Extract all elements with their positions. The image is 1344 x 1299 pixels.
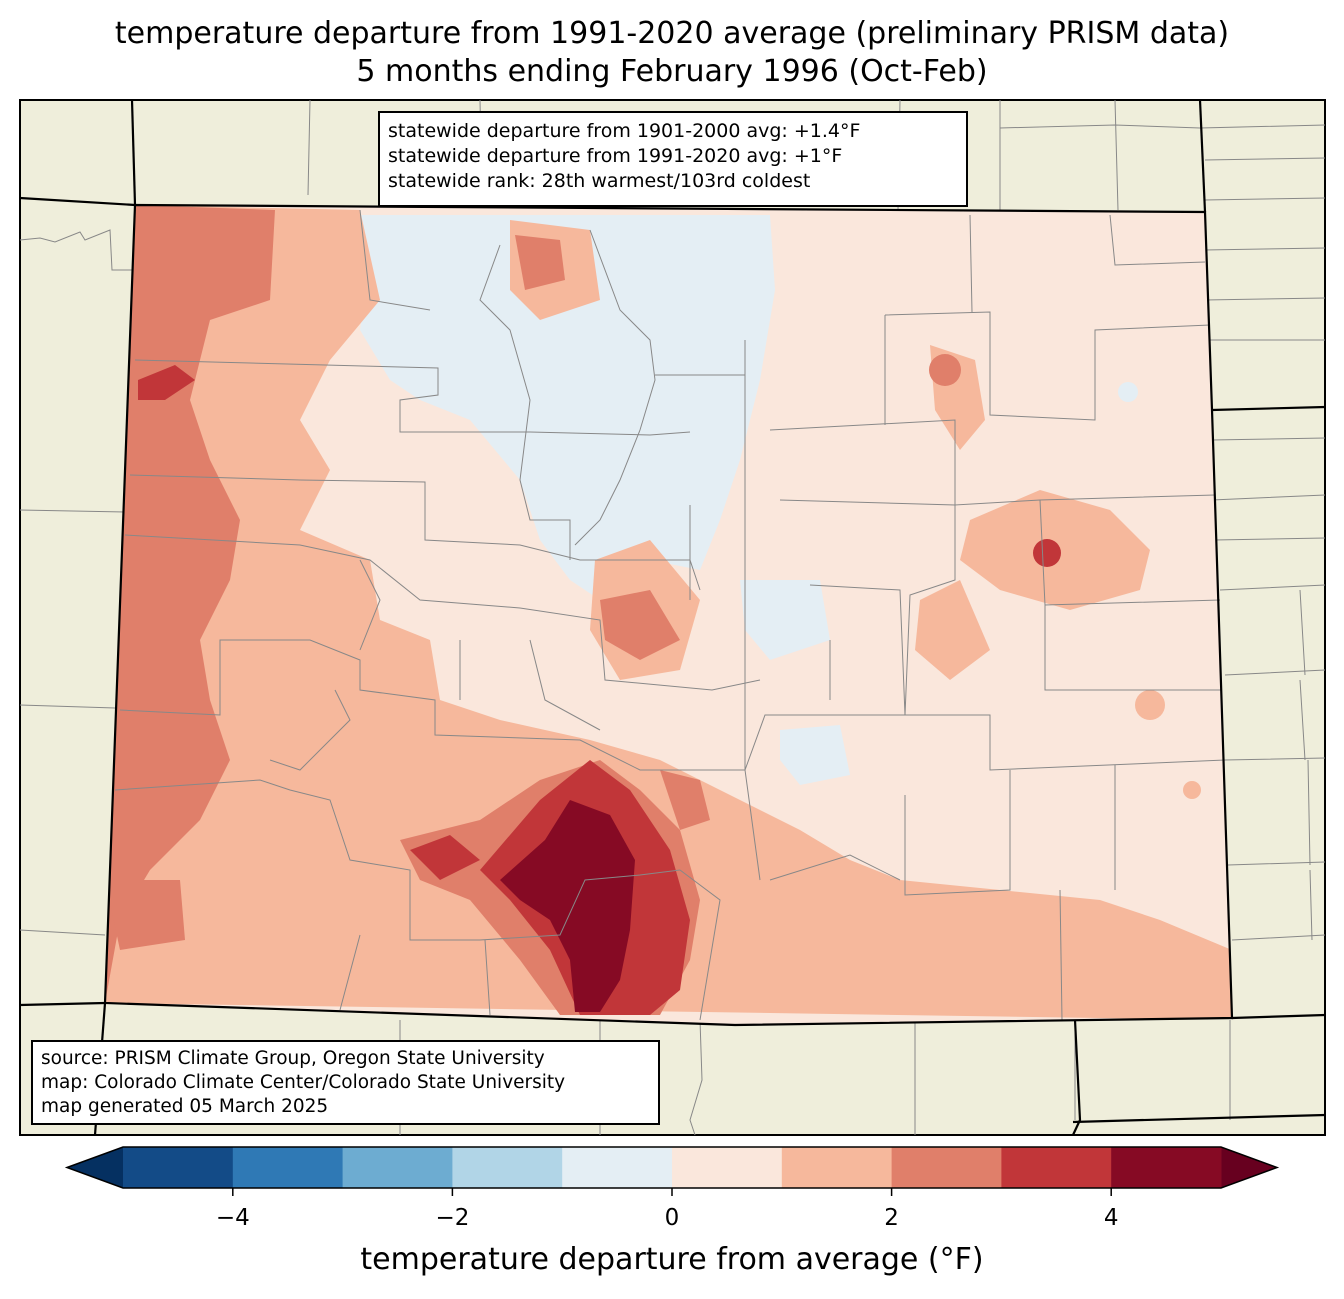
stats-line-2: statewide departure from 1991-2020 avg: … — [388, 145, 843, 167]
contour-hot-sw — [410, 835, 480, 880]
map-title-line2: 5 months ending February 1996 (Oct-Feb) — [356, 54, 988, 89]
colorbar-bin-4 — [562, 1147, 673, 1188]
colorbar — [64, 1146, 1280, 1196]
contour-cool-north — [360, 215, 775, 600]
colorbar-bin-7 — [891, 1147, 1002, 1188]
contour-hottest — [500, 800, 635, 1012]
map-title-line1: temperature departure from 1991-2020 ave… — [114, 16, 1230, 51]
stats-line-3: statewide rank: 28th warmest/103rd colde… — [388, 170, 811, 192]
source-line-3: map generated 05 March 2025 — [41, 1096, 329, 1117]
state-borders — [19, 99, 1326, 1136]
contour-hot-nw — [138, 365, 195, 400]
colorbar-label: temperature departure from average (°F) — [360, 1242, 984, 1277]
county-lines — [114, 209, 1226, 1021]
source-box: source: PRISM Climate Group, Oregon Stat… — [31, 1040, 660, 1125]
contour-southwest — [105, 880, 185, 950]
source-line-1: source: PRISM Climate Group, Oregon Stat… — [41, 1048, 545, 1069]
colorbar-tick-label-4: 4 — [1103, 1205, 1119, 1231]
colorbar-bin-0 — [123, 1147, 234, 1188]
colorbar-tick-label-3: 2 — [884, 1205, 899, 1231]
contour-southeast-warm2 — [660, 770, 710, 830]
colorbar-tick-label-2: 0 — [664, 1205, 680, 1231]
statewide-stats-box: statewide departure from 1901-2000 avg: … — [378, 111, 968, 207]
contour-north-warm2 — [515, 235, 565, 290]
source-line-2: map: Colorado Climate Center/Colorado St… — [41, 1072, 566, 1093]
colorbar-bin-6 — [781, 1147, 893, 1188]
contour-warm-east2 — [915, 580, 990, 680]
contour-cool-southeast — [780, 725, 850, 785]
stats-line-1: statewide departure from 1901-2000 avg: … — [388, 120, 861, 142]
colorbar-bin-3 — [452, 1147, 563, 1188]
contour-west-edge — [105, 205, 275, 1003]
contour-cool-east — [740, 580, 830, 660]
colorbar-bin-1 — [232, 1147, 344, 1188]
colorbar-over-arrow — [1221, 1147, 1277, 1188]
contour-warm-west — [105, 205, 1232, 1020]
colorbar-tick-label-1: −2 — [435, 1205, 470, 1231]
temperature-contours — [105, 205, 1232, 1020]
colorbar-bin-5 — [672, 1147, 783, 1188]
colorbar-bin-2 — [342, 1147, 453, 1188]
colorbar-tick-label-0: −4 — [215, 1205, 250, 1231]
colorbar-bin-8 — [1001, 1147, 1112, 1188]
colorbar-outline — [64, 1146, 1280, 1189]
colorbar-bin-9 — [1111, 1147, 1222, 1188]
contour-central-warm2 — [600, 590, 680, 660]
colorbar-under-arrow — [67, 1147, 123, 1188]
